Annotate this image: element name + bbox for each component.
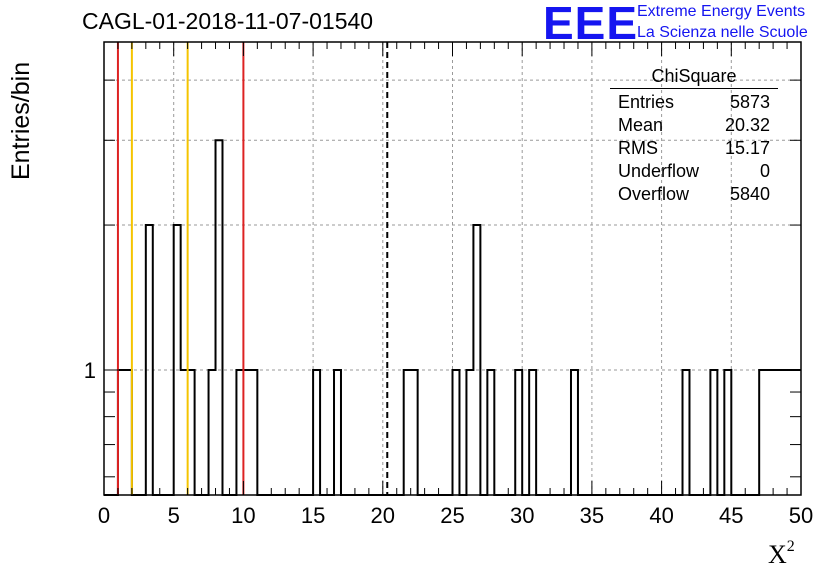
stats-rows: Entries 5873 Mean 20.32 RMS 15.17 Underflow 0 Ov…	[610, 91, 778, 206]
stats-title: ChiSquare	[610, 66, 778, 89]
stats-row-rms: RMS 15.17	[610, 137, 778, 160]
x-tick-label: 35	[580, 503, 604, 528]
x-axis-label-superscript: 2	[786, 538, 795, 555]
stats-row-entries: Entries 5873	[610, 91, 778, 114]
x-tick-label: 30	[510, 503, 534, 528]
stats-value: 20.32	[724, 115, 770, 135]
stats-row-mean: Mean 20.32	[610, 114, 778, 137]
stats-label: Entries	[618, 92, 675, 112]
x-axis-label: X2	[768, 538, 795, 570]
x-tick-label: 45	[719, 503, 743, 528]
x-tick-label: 0	[98, 503, 110, 528]
stats-value: 5840	[729, 184, 770, 204]
x-tick-label: 40	[649, 503, 673, 528]
histogram-outline	[104, 139, 801, 496]
stats-label: RMS	[618, 138, 658, 158]
brand-line-2: La Scienza nelle Scuole	[637, 24, 808, 41]
stats-row-overflow: Overflow 5840	[610, 183, 778, 206]
x-tick-label: 50	[789, 503, 813, 528]
stats-label: Underflow	[618, 161, 700, 181]
x-tick-label: 10	[231, 503, 255, 528]
stats-label: Mean	[618, 115, 664, 135]
stats-value: 5873	[729, 92, 770, 112]
x-tick-label: 15	[301, 503, 325, 528]
brand-line-1: Extreme Energy Events	[637, 3, 806, 20]
stats-box: ChiSquare Entries 5873 Mean 20.32 RMS 15.17 Un…	[610, 66, 778, 206]
x-tick-label: 25	[440, 503, 464, 528]
x-tick-label: 20	[371, 503, 395, 528]
stats-row-underflow: Underflow 0	[610, 160, 778, 183]
x-tick-label: 5	[168, 503, 180, 528]
eee-logo: EEE	[543, 0, 639, 49]
x-axis-label-base: X	[768, 540, 787, 569]
chart-title: CAGL-01-2018-11-07-01540	[82, 8, 374, 34]
y-tick-label: 1	[84, 358, 96, 383]
stats-value: 15.17	[724, 138, 770, 158]
stats-value: 0	[759, 161, 770, 181]
stats-label: Overflow	[618, 184, 690, 204]
